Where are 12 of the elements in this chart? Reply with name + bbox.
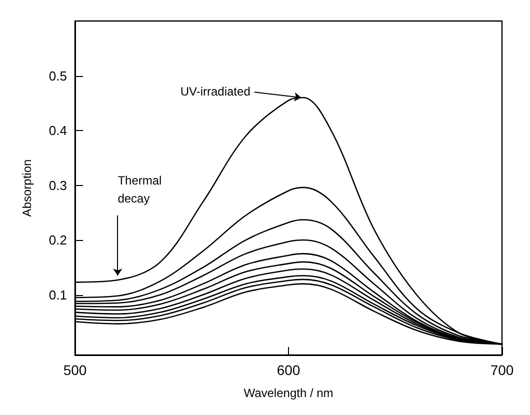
y-tick-label: 0.5 [48,68,67,84]
x-axis-title: Wavelength / nm [244,386,334,400]
y-tick-label: 0.1 [48,287,67,302]
annotation: Thermal decay [118,173,166,206]
x-tick-label: 600 [276,362,300,378]
annotation: UV-irradiated [180,84,250,99]
y-tick-label: 0.2 [48,232,67,248]
y-tick-label: 0.4 [48,123,67,138]
x-tick-label: 500 [63,362,87,378]
y-axis-title: Absorption [20,159,34,217]
x-tick-label: 700 [490,362,514,378]
y-tick-label: 0.3 [48,178,67,193]
